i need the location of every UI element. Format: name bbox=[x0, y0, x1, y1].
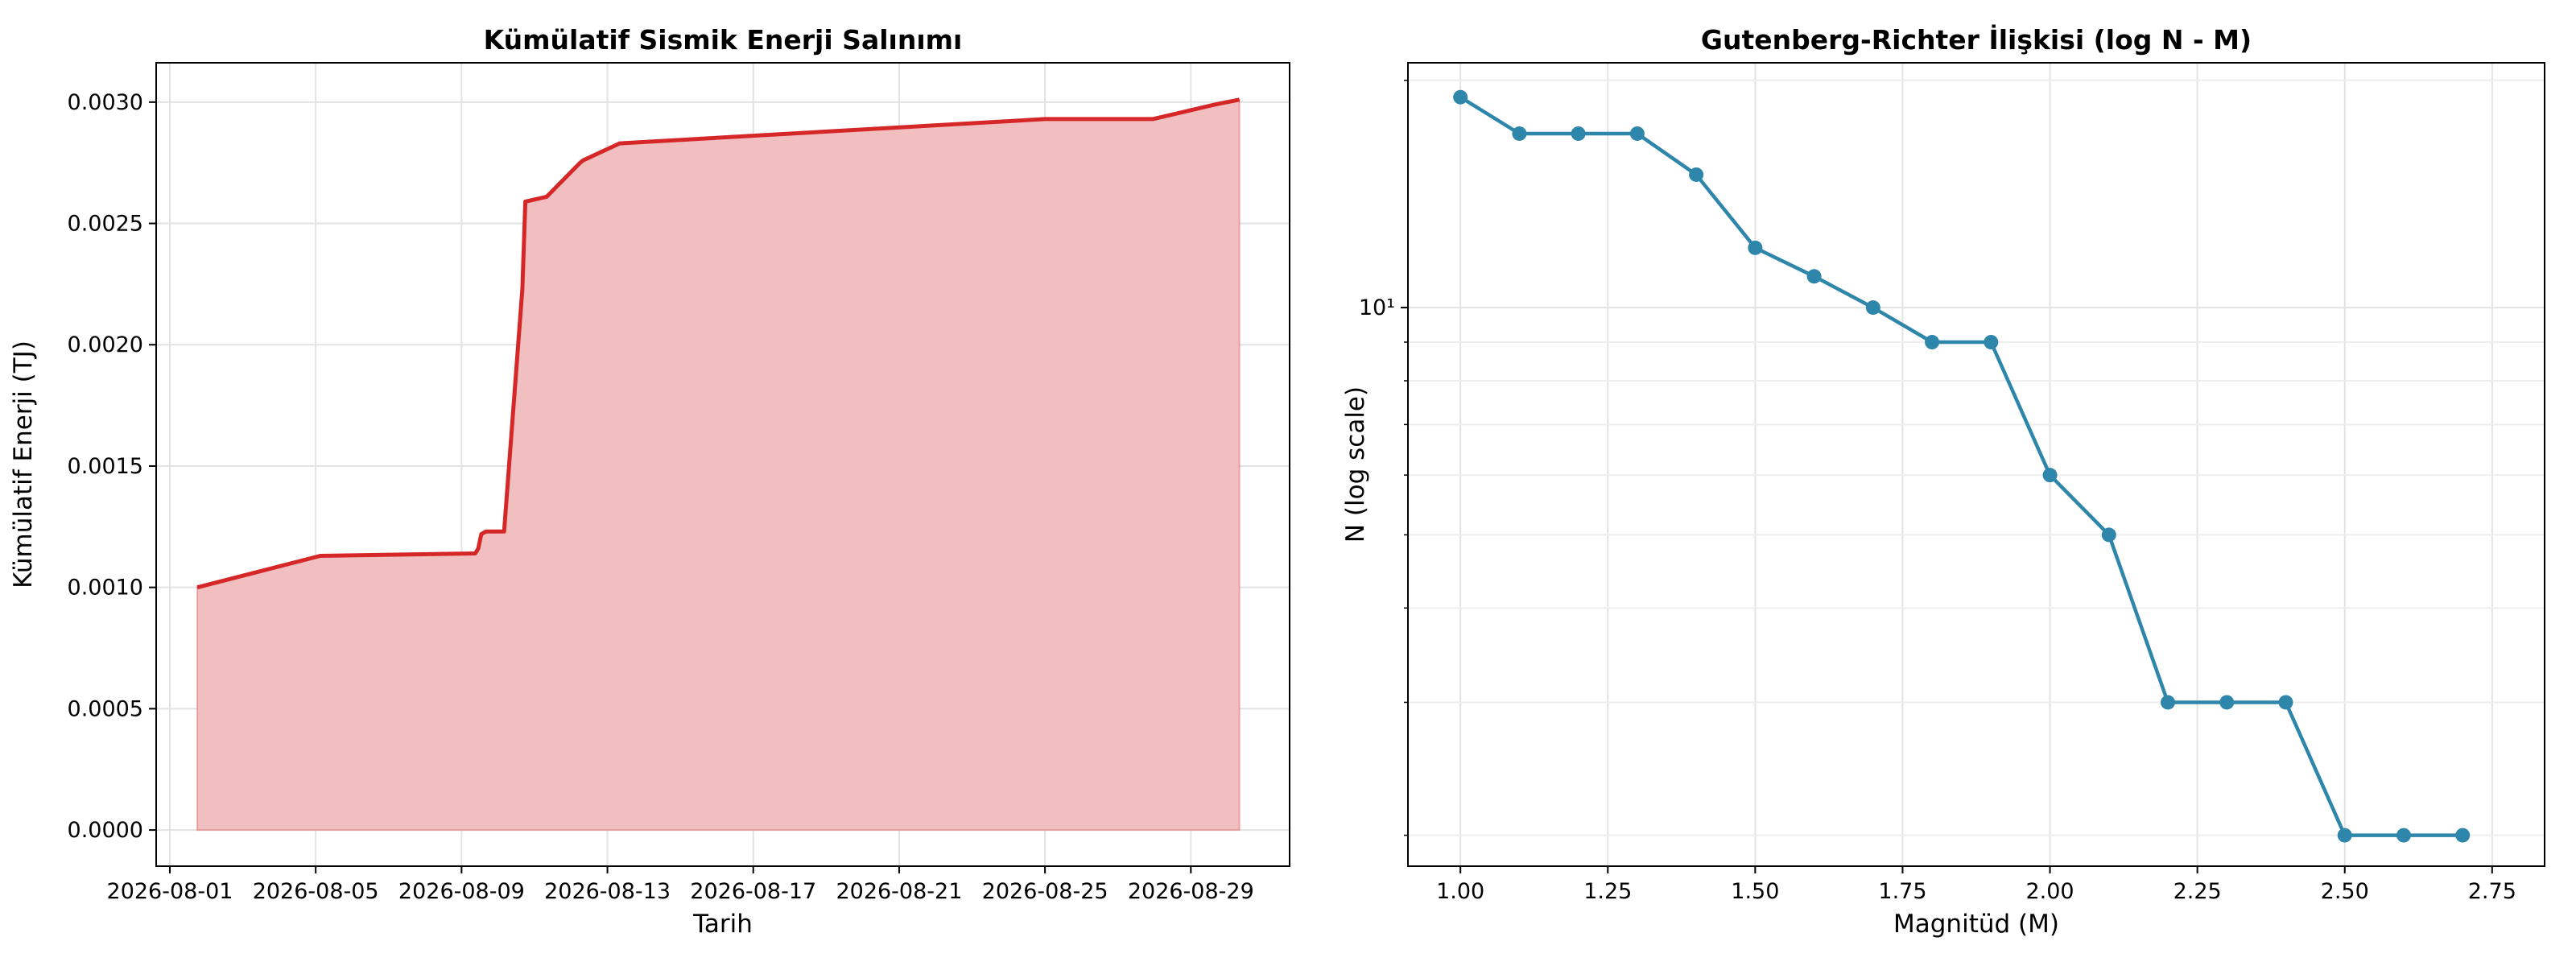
plot-frame bbox=[1407, 62, 2545, 867]
y-tick-label: 0.0030 bbox=[68, 90, 143, 115]
x-tick-label: 2026-08-05 bbox=[253, 879, 379, 904]
area bbox=[196, 98, 1241, 832]
marker bbox=[1689, 167, 1704, 182]
x-tick-label: 2.25 bbox=[2174, 879, 2222, 904]
line bbox=[1459, 95, 2463, 837]
x-tick-label: 1.50 bbox=[1731, 879, 1779, 904]
marker bbox=[2042, 468, 2058, 483]
y-tick-label: 0.0005 bbox=[68, 696, 143, 721]
x-tick-label: 2026-08-25 bbox=[982, 879, 1108, 904]
chart-title: Gutenberg-Richter İlişkisi (log N - M) bbox=[1701, 23, 2252, 56]
line bbox=[196, 97, 1241, 590]
marker bbox=[1571, 126, 1586, 141]
x-tick-label: 2026-08-29 bbox=[1128, 879, 1254, 904]
x-axis-label: Tarih bbox=[692, 910, 753, 939]
y-tick-label: 0.0025 bbox=[68, 212, 143, 237]
chart-title: Kümülatif Sismik Enerji Salınımı bbox=[484, 24, 963, 56]
marker bbox=[1512, 126, 1527, 141]
x-axis-label: Magnitüd (M) bbox=[1893, 910, 2059, 939]
x-tick-label: 1.00 bbox=[1436, 879, 1484, 904]
marker bbox=[2278, 695, 2293, 710]
marker bbox=[2455, 828, 2471, 843]
y-tick-label: 0.0000 bbox=[68, 818, 143, 843]
y-axis-label: N (log scale) bbox=[1341, 386, 1370, 543]
x-tick-label: 2026-08-13 bbox=[544, 879, 671, 904]
x-tick-label: 2.50 bbox=[2321, 879, 2369, 904]
x-tick-label: 1.75 bbox=[1878, 879, 1926, 904]
x-tick-label: 2.00 bbox=[2025, 879, 2074, 904]
x-tick-label: 2026-08-21 bbox=[836, 879, 962, 904]
marker bbox=[2219, 695, 2235, 710]
marker bbox=[1453, 89, 1468, 105]
x-tick-label: 2.75 bbox=[2468, 879, 2516, 904]
y-tick-label: 0.0020 bbox=[68, 332, 143, 357]
x-tick-label: 1.25 bbox=[1583, 879, 1632, 904]
marker bbox=[1629, 126, 1645, 141]
marker bbox=[1806, 269, 1822, 284]
plot-frame bbox=[155, 62, 1290, 867]
marker bbox=[1748, 240, 1763, 255]
y-tick-label: 10¹ bbox=[1359, 295, 1395, 320]
marker bbox=[1865, 300, 1880, 316]
x-tick-label: 2026-08-17 bbox=[690, 879, 816, 904]
marker bbox=[1925, 335, 1940, 350]
marker bbox=[2161, 695, 2176, 710]
y-axis-label: Kümülatif Enerji (TJ) bbox=[9, 341, 38, 588]
y-tick-label: 0.0015 bbox=[68, 454, 143, 479]
x-tick-label: 2026-08-01 bbox=[107, 879, 233, 904]
marker bbox=[2396, 828, 2411, 843]
marker bbox=[1984, 335, 1999, 350]
y-tick-label: 0.0010 bbox=[68, 576, 143, 601]
x-tick-label: 2026-08-09 bbox=[398, 879, 525, 904]
marker bbox=[2101, 527, 2116, 543]
marker bbox=[2337, 828, 2352, 843]
